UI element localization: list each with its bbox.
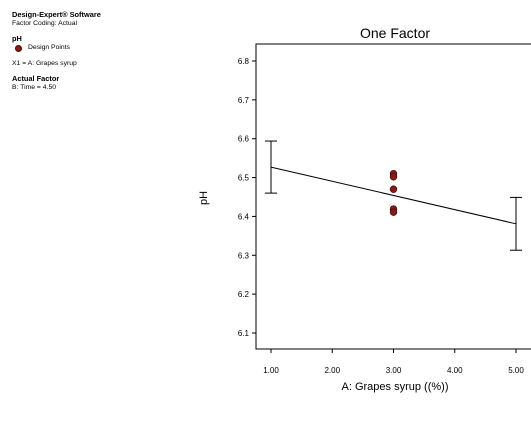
fitted-line (270, 166, 517, 225)
plot-frame (255, 43, 531, 350)
y-tick-label: 6.8 (238, 57, 250, 66)
x-tick-label: 3.00 (386, 366, 402, 375)
x-tick-label: 4.00 (447, 366, 463, 375)
y-tick-label: 6.5 (238, 174, 250, 183)
y-tick-label: 6.6 (238, 135, 250, 144)
info-panel: Design-Expert® Software Factor Coding: A… (12, 10, 142, 92)
design-point (389, 173, 398, 181)
x-tick-label: 1.00 (263, 366, 279, 375)
y-tick-label: 6.7 (238, 96, 250, 105)
axes: 6.1 6.2 6.3 6.4 6.5 6.6 6.7 6.8 1.00 2.00 3.00 4.00… (238, 57, 524, 375)
chart-title: One Factor (360, 25, 430, 41)
design-point (389, 185, 398, 193)
x-axis-label: A: Grapes syrup ((%)) (342, 381, 449, 393)
y-tick-label: 6.3 (238, 251, 250, 260)
actual-factor-title: Actual Factor (12, 74, 60, 83)
y-tick-label: 6.2 (238, 290, 250, 299)
factor-definition: X1 = A: Grapes syrup (12, 60, 77, 67)
y-tick-label: 6.4 (238, 212, 250, 221)
response-title: pH (12, 34, 22, 43)
legend-label: Design Points (28, 44, 70, 51)
x-tick-label: 2.00 (324, 366, 340, 375)
y-axis-label: pH (198, 191, 210, 205)
design-point (389, 208, 398, 216)
legend-item-design-points: Design Points (12, 43, 142, 53)
y-tick-label: 6.1 (238, 329, 250, 338)
chart-marks (265, 140, 522, 251)
actual-factor-value: B: Time = 4.50 (12, 84, 57, 91)
factor-coding-text: Factor Coding: Actual (12, 20, 77, 27)
design-point-marker-icon (15, 44, 22, 52)
x-tick-label: 5.00 (508, 366, 524, 375)
software-title: Design-Expert® Software (12, 10, 101, 19)
